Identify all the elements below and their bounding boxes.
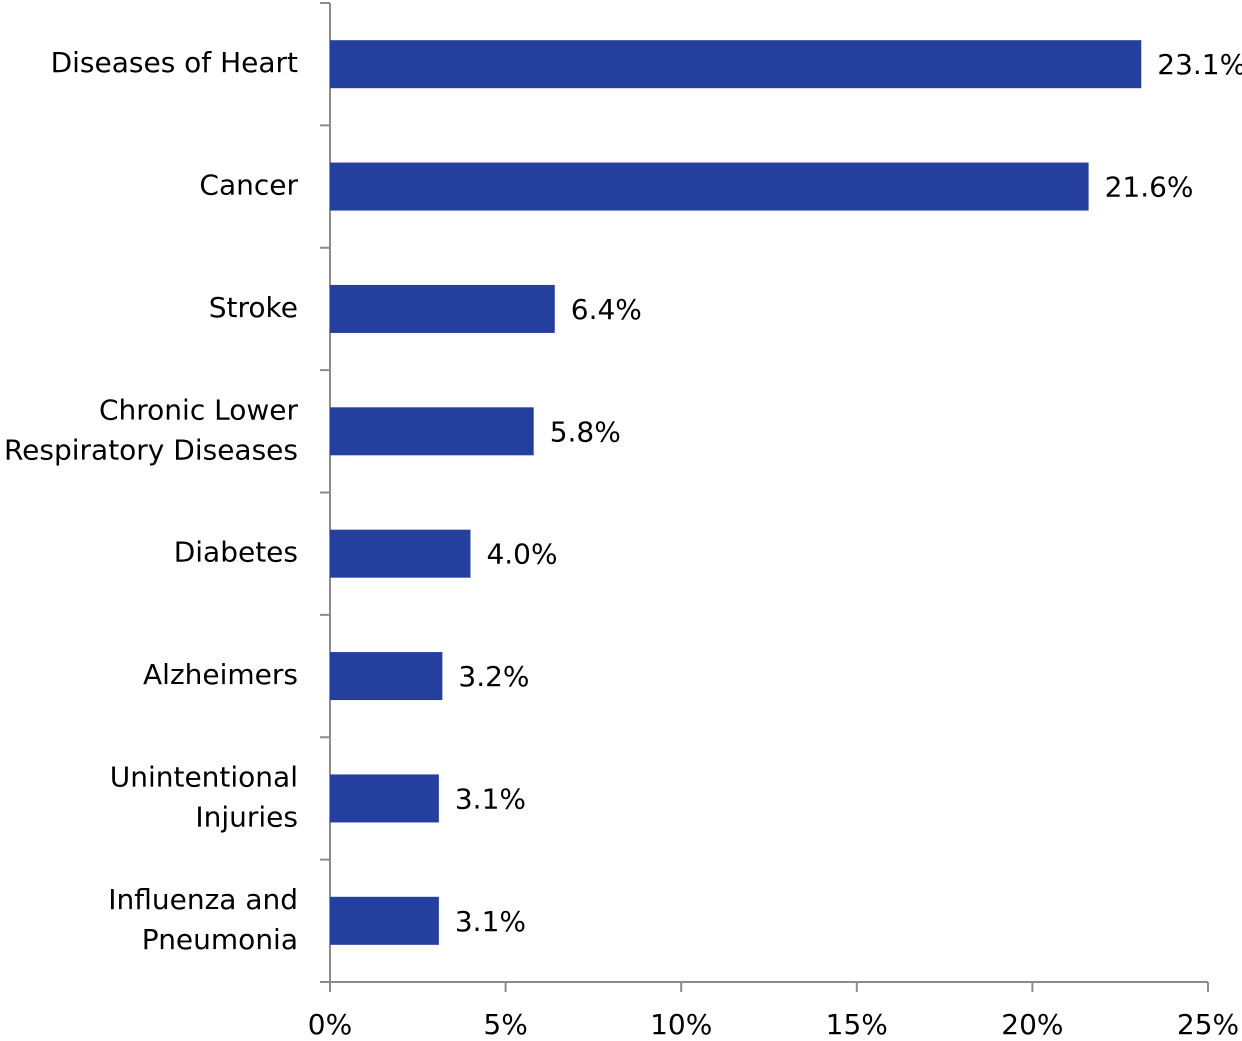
value-label: 23.1% bbox=[1157, 48, 1242, 81]
x-tick-label: 25% bbox=[1177, 1008, 1239, 1041]
x-tick-label: 10% bbox=[650, 1008, 712, 1041]
x-tick-label: 20% bbox=[1001, 1008, 1063, 1041]
category-label: Unintentional bbox=[110, 760, 298, 793]
value-label: 5.8% bbox=[550, 415, 621, 448]
value-label: 3.1% bbox=[455, 782, 526, 815]
bar bbox=[330, 162, 1089, 211]
category-label: Injuries bbox=[195, 800, 298, 833]
category-label: Diabetes bbox=[174, 536, 298, 569]
bar bbox=[330, 40, 1142, 89]
bar bbox=[330, 896, 439, 945]
value-label: 6.4% bbox=[571, 293, 642, 326]
category-label: Cancer bbox=[199, 169, 298, 202]
x-tick-label: 5% bbox=[483, 1008, 527, 1041]
category-label: Alzheimers bbox=[143, 658, 298, 691]
bar bbox=[330, 407, 534, 456]
category-label: Pneumonia bbox=[142, 923, 298, 956]
value-label: 21.6% bbox=[1105, 171, 1194, 204]
category-label: Stroke bbox=[209, 291, 298, 324]
category-label: Respiratory Diseases bbox=[4, 433, 298, 466]
bar bbox=[330, 774, 439, 823]
bar bbox=[330, 284, 555, 333]
value-label: 3.1% bbox=[455, 905, 526, 938]
category-label: Influenza and bbox=[108, 883, 298, 916]
bar bbox=[330, 652, 443, 701]
category-label: Diseases of Heart bbox=[51, 46, 298, 79]
value-label: 3.2% bbox=[458, 660, 529, 693]
x-tick-label: 0% bbox=[308, 1008, 352, 1041]
x-tick-label: 15% bbox=[826, 1008, 888, 1041]
value-label: 4.0% bbox=[486, 538, 557, 571]
category-label: Chronic Lower bbox=[99, 393, 299, 426]
bar bbox=[330, 529, 471, 578]
